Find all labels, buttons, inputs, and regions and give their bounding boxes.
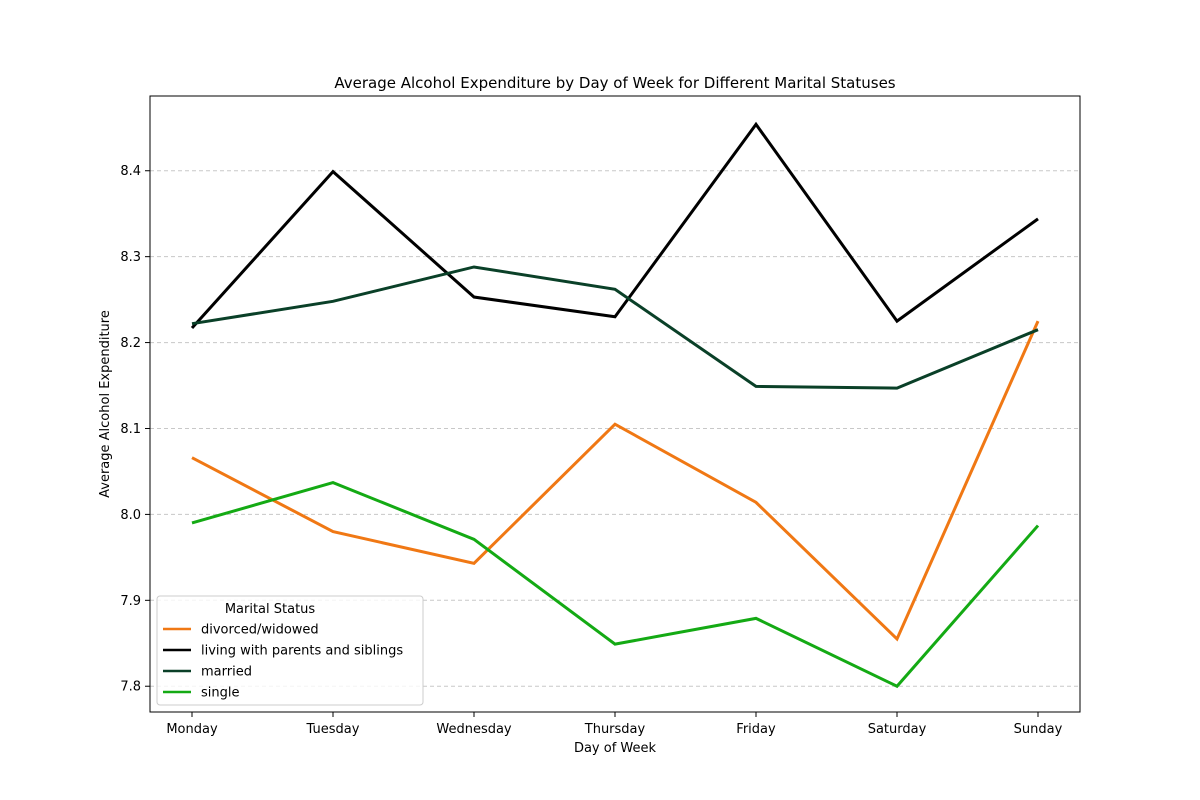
legend-entry-label: divorced/widowed (201, 623, 319, 638)
x-tick-label: Monday (166, 722, 218, 737)
x-tick-label: Sunday (1014, 722, 1063, 737)
x-axis-label: Day of Week (574, 741, 657, 756)
legend-box (156, 595, 424, 706)
x-axis-ticks: Monday Tuesday Wednesday Thursday Friday Satu… (166, 712, 1063, 737)
y-tick-label: 8.2 (120, 336, 141, 351)
y-tick-label: 8.1 (120, 422, 141, 437)
y-tick-label: 8.3 (120, 250, 141, 265)
series-line (191, 265, 1039, 390)
legend-entry-label: living with parents and siblings (201, 644, 403, 659)
x-tick-label: Tuesday (306, 722, 360, 737)
y-tick-label: 7.9 (120, 594, 141, 609)
legend-entry-label: single (201, 686, 240, 701)
legend-title: Marital Status (225, 602, 316, 617)
y-axis-label: Average Alcohol Expenditure (98, 310, 113, 498)
legend-entry-label: married (201, 665, 252, 680)
series-lines (190, 121, 1040, 689)
series-line (191, 481, 1040, 689)
y-tick-label: 8.4 (120, 164, 141, 179)
x-tick-label: Friday (736, 722, 776, 737)
y-tick-label: 8.0 (120, 508, 141, 523)
y-axis-ticks: 7.8 7.9 8.0 8.1 8.2 8.3 8.4 (120, 164, 150, 695)
x-tick-label: Saturday (868, 722, 927, 737)
series-line (190, 121, 1039, 329)
series-line (191, 320, 1040, 642)
x-tick-label: Thursday (584, 722, 646, 737)
y-tick-label: 7.8 (120, 680, 141, 695)
chart-title: Average Alcohol Expenditure by Day of We… (334, 74, 895, 92)
legend: Marital Status divorced/widowed living wit… (156, 595, 424, 706)
x-tick-label: Wednesday (436, 722, 512, 737)
